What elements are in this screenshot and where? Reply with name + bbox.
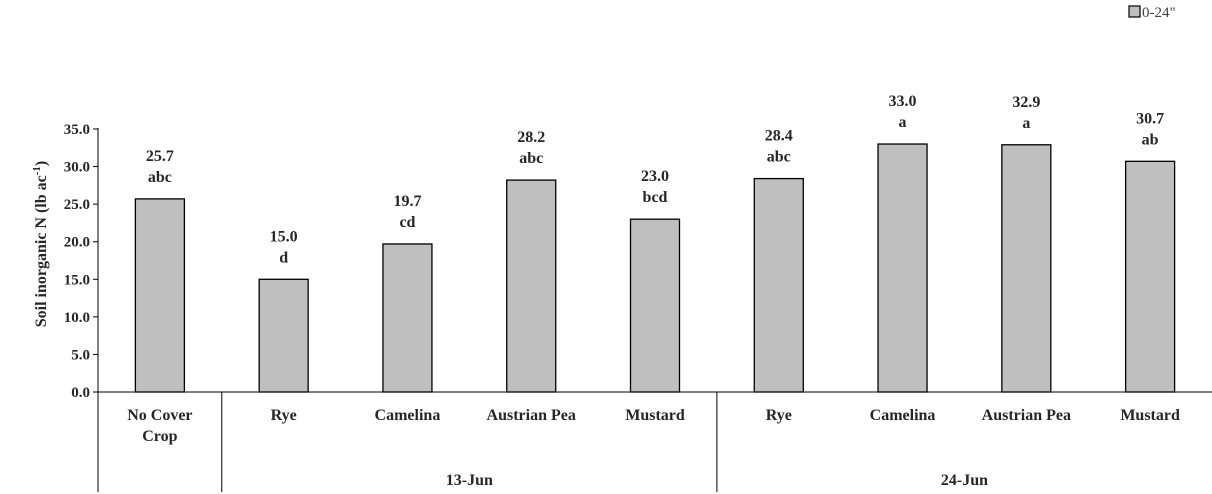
group-label: 24-Jun bbox=[941, 472, 988, 489]
y-tick-label: 15.0 bbox=[64, 272, 90, 288]
category-label: Camelina bbox=[870, 407, 936, 424]
category-label: Rye bbox=[271, 407, 297, 424]
bars bbox=[134, 143, 1176, 393]
bar-value-label: 23.0 bbox=[641, 168, 669, 185]
y-axis-title-sup: -1 bbox=[31, 166, 43, 175]
y-axis-title-main: Soil inorganic N (lb ac bbox=[33, 175, 50, 327]
y-axis-title: Soil inorganic N (lb ac-1) bbox=[31, 161, 50, 328]
bar bbox=[506, 179, 557, 393]
y-axis-title-close: ) bbox=[33, 161, 50, 166]
bar-value-label: 28.4 bbox=[765, 128, 793, 145]
bar-value-label: 32.9 bbox=[1012, 94, 1040, 111]
legend: 0-24" bbox=[1128, 5, 1176, 21]
category-label: No Cover bbox=[127, 407, 192, 424]
y-axis-title-group: Soil inorganic N (lb ac-1) bbox=[31, 161, 50, 328]
category-label: Austrian Pea bbox=[487, 407, 576, 424]
y-tick-label: 20.0 bbox=[64, 235, 90, 251]
bar-labels: 25.7 abc 15.0 d 19.7 cd 28.2 abc 23.0 bcd 28.4 abc 3… bbox=[146, 93, 1164, 266]
bar-letter-label: a bbox=[899, 114, 907, 131]
category-label: Mustard bbox=[625, 407, 685, 424]
bar-letter-label: cd bbox=[399, 214, 415, 231]
y-tick-label: 10.0 bbox=[64, 310, 90, 326]
bar-value-label: 25.7 bbox=[146, 148, 174, 165]
y-tick-label: 5.0 bbox=[71, 347, 90, 363]
bar bbox=[258, 278, 309, 393]
bar-letter-label: abc bbox=[519, 150, 543, 167]
bar bbox=[134, 198, 186, 393]
category-label: Mustard bbox=[1120, 407, 1180, 424]
bar bbox=[1001, 144, 1052, 393]
category-labels: No Cover Crop Rye Camelina Austrian Pea Musta… bbox=[127, 407, 1180, 445]
legend-label: 0-24" bbox=[1142, 5, 1176, 21]
y-tick-label: 35.0 bbox=[64, 122, 90, 138]
category-label: Rye bbox=[766, 407, 792, 424]
bar-letter-label: abc bbox=[148, 169, 172, 186]
bar-value-label: 33.0 bbox=[889, 93, 917, 110]
bar-letter-label: abc bbox=[767, 149, 791, 166]
bar-value-label: 30.7 bbox=[1136, 110, 1164, 127]
bar-letter-label: bcd bbox=[643, 189, 668, 206]
category-label: Camelina bbox=[375, 407, 441, 424]
group-label: 13-Jun bbox=[446, 472, 493, 489]
legend-swatch bbox=[1128, 5, 1141, 18]
bar-value-label: 19.7 bbox=[393, 193, 421, 210]
bar-letter-label: ab bbox=[1142, 131, 1159, 148]
y-tick-label: 0.0 bbox=[71, 385, 90, 401]
bar bbox=[629, 218, 681, 393]
bar bbox=[382, 243, 433, 393]
bar-value-label: 28.2 bbox=[517, 129, 545, 146]
group-labels: 13-Jun 24-Jun bbox=[446, 472, 988, 489]
bar-letter-label: a bbox=[1022, 115, 1030, 132]
category-label: Crop bbox=[142, 428, 177, 445]
y-tick-label: 25.0 bbox=[64, 197, 90, 213]
y-axis-ticks: 0.0 5.0 10.0 15.0 20.0 25.0 30.0 35.0 bbox=[64, 122, 98, 401]
category-label: Austrian Pea bbox=[982, 407, 1071, 424]
bar-value-label: 15.0 bbox=[270, 228, 298, 245]
bar-letter-label: d bbox=[279, 249, 288, 266]
bar bbox=[1124, 160, 1176, 393]
bar bbox=[753, 177, 804, 393]
bar bbox=[877, 143, 928, 393]
y-tick-label: 30.0 bbox=[64, 160, 90, 176]
